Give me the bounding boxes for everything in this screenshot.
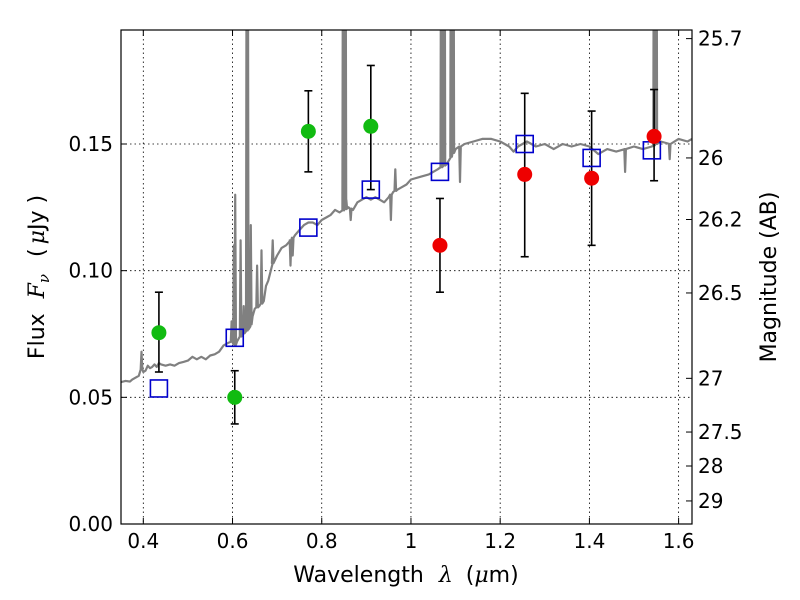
y-tick-label: 0.15 (68, 132, 113, 156)
x-tick-label: 1.4 (573, 529, 605, 553)
x-tick-label: 0.6 (217, 529, 249, 553)
y-axis-label: Flux Fν (μJy ) (25, 195, 55, 359)
axis-ticks (121, 30, 692, 525)
magnitude-tick-label: 28 (698, 454, 723, 478)
model-spectrum-line (121, 30, 692, 384)
model-photometry-square (299, 218, 318, 237)
red-data-point (517, 166, 533, 182)
plot-frame (120, 29, 693, 525)
y-tick-label: 0.10 (68, 259, 113, 283)
magnitude-tick-label: 25.7 (698, 27, 743, 51)
magnitude-tick-label: 26 (698, 146, 723, 170)
model-photometry-square (515, 134, 535, 154)
y-tick-label: 0.00 (68, 512, 113, 536)
model-photometry-square (149, 379, 169, 398)
green-data-point (227, 389, 243, 405)
model-photometry-square (361, 180, 381, 199)
green-data-point (363, 118, 379, 134)
magnitude-tick-label: 29 (698, 489, 723, 513)
x-tick-label: 1.6 (663, 529, 695, 553)
model-photometry-square (225, 328, 245, 348)
green-data-point (300, 123, 316, 139)
red-data-point (584, 170, 600, 186)
grid-lines (121, 30, 692, 524)
magnitude-tick-label: 26.5 (698, 281, 743, 305)
magnitude-tick-label: 27 (698, 366, 723, 390)
y-tick-label: 0.05 (68, 385, 113, 409)
x-tick-label: 0.8 (306, 529, 338, 553)
model-photometry-square (582, 148, 601, 168)
red-data-point (646, 128, 662, 144)
red-data-point (432, 237, 448, 253)
magnitude-tick-label: 27.5 (698, 420, 743, 444)
plot-area (121, 30, 692, 425)
x-axis-label: Wavelength λ (μm) (293, 563, 518, 588)
x-tick-label: 0.4 (127, 529, 159, 553)
green-data-point (151, 325, 167, 341)
x-tick-label: 1.2 (484, 529, 516, 553)
right-axis-label: Magnitude (AB) (757, 192, 782, 363)
magnitude-tick-label: 26.2 (698, 207, 743, 231)
x-tick-label: 1 (405, 529, 418, 553)
model-photometry-square (430, 162, 450, 182)
